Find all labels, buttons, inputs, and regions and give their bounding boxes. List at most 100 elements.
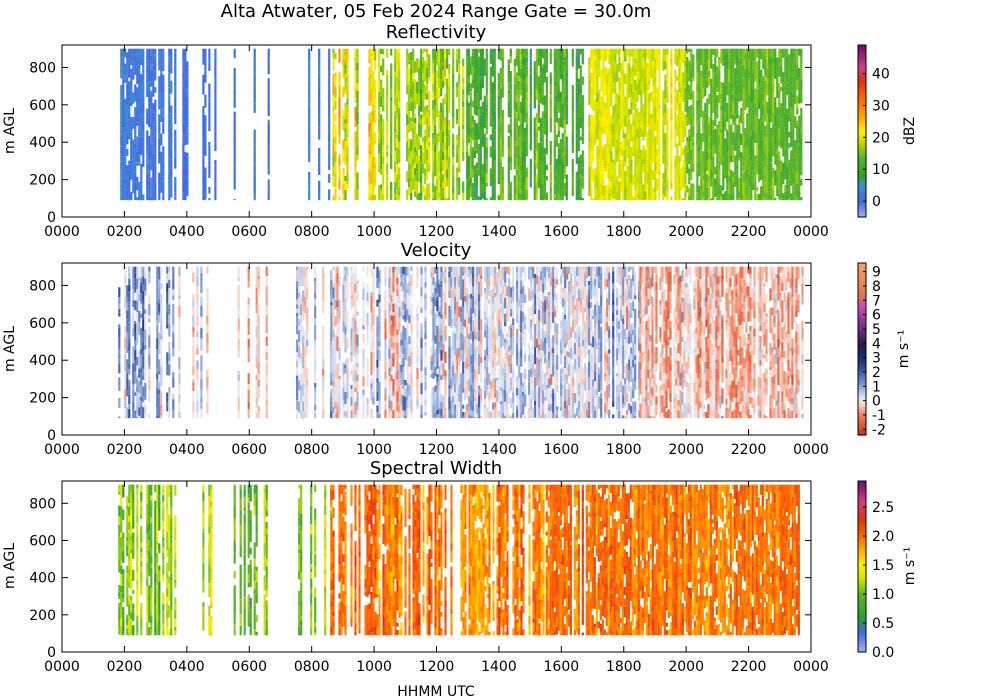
heatmap-cell [678, 67, 681, 78]
heatmap-cell [640, 113, 643, 122]
heatmap-cell [168, 266, 171, 272]
heatmap-cell [507, 182, 510, 193]
heatmap-cell [394, 197, 397, 201]
heatmap-cell [444, 155, 447, 160]
heatmap-cell [306, 317, 309, 322]
heatmap-cell [334, 388, 337, 396]
heatmap-cell [354, 189, 357, 200]
heatmap-cell [774, 48, 777, 58]
heatmap-cell [766, 198, 769, 201]
heatmap-cell [330, 362, 333, 373]
heatmap-cell [728, 132, 731, 146]
heatmap-cell [186, 131, 189, 145]
heatmap-cell [148, 318, 151, 323]
heatmap-cell [150, 63, 153, 70]
heatmap-cell [557, 59, 560, 72]
heatmap-cell [330, 305, 333, 314]
heatmap-cell [756, 171, 759, 175]
heatmap-cell [768, 121, 771, 130]
heatmap-cell [644, 153, 647, 165]
heatmap-cell [356, 392, 359, 398]
heatmap-cell [513, 156, 516, 166]
heatmap-cell [648, 125, 651, 129]
heatmap-cell [471, 66, 474, 80]
heatmap-cell [162, 48, 165, 62]
heatmap-cell [390, 96, 393, 102]
heatmap-cell [533, 76, 536, 84]
heatmap-cell [334, 189, 337, 197]
heatmap-cell [648, 48, 651, 60]
heatmap-cell [148, 315, 151, 319]
heatmap-cell [670, 182, 673, 189]
heatmap-cell [497, 135, 500, 141]
heatmap-cell [440, 52, 443, 59]
heatmap-cell [354, 317, 357, 321]
heatmap-cell [708, 149, 711, 155]
heatmap-cell [342, 302, 345, 309]
heatmap-cell [432, 161, 435, 172]
heatmap-cell [184, 121, 187, 125]
heatmap-cell [760, 163, 763, 167]
heatmap-cell [382, 48, 385, 55]
heatmap-cell [473, 89, 476, 97]
heatmap-cell [754, 155, 757, 166]
heatmap-cell [786, 75, 789, 80]
heatmap-cell [300, 304, 303, 316]
heatmap-cell [485, 147, 488, 155]
heatmap-cell [416, 145, 419, 151]
heatmap-cell [267, 179, 270, 191]
heatmap-cell [322, 368, 325, 376]
heatmap-cell [640, 70, 643, 81]
heatmap-cell [718, 57, 721, 61]
heatmap-cell [434, 185, 437, 197]
heatmap-cell [658, 175, 661, 181]
heatmap-cell [462, 129, 465, 140]
heatmap-cell [565, 174, 568, 181]
colorbar-swatch [858, 168, 866, 172]
heatmap-cell [798, 191, 801, 199]
heatmap-cell [704, 52, 707, 59]
heatmap-cell [732, 114, 735, 125]
heatmap-cell [436, 150, 439, 161]
heatmap-cell [322, 330, 325, 341]
heatmap-cell [202, 113, 205, 126]
heatmap-cell [424, 135, 427, 149]
heatmap-cell [318, 101, 321, 105]
heatmap-cell [744, 48, 747, 55]
heatmap-cell [386, 69, 389, 75]
heatmap-cell [374, 87, 377, 100]
heatmap-cell [233, 68, 236, 77]
heatmap-cell [742, 170, 745, 175]
heatmap-cell [682, 110, 685, 121]
heatmap-cell [680, 97, 683, 101]
heatmap-cell [182, 170, 185, 177]
heatmap-cell [136, 136, 139, 145]
heatmap-cell [720, 143, 723, 156]
heatmap-cell [533, 67, 536, 77]
heatmap-cell [557, 130, 560, 138]
heatmap-cell [380, 184, 383, 189]
heatmap-cell [726, 137, 729, 142]
heatmap-cell [720, 81, 723, 89]
heatmap-cell [750, 48, 753, 62]
heatmap-cell [718, 67, 721, 71]
heatmap-cell [676, 154, 679, 167]
heatmap-cell [740, 133, 743, 145]
heatmap-cell [344, 180, 347, 190]
heatmap-cell [380, 48, 383, 54]
heatmap-cell [462, 95, 465, 102]
heatmap-cell [602, 116, 605, 127]
heatmap-cell [517, 89, 520, 98]
heatmap-cell [648, 144, 651, 154]
heatmap-cell [334, 100, 337, 110]
heatmap-cell [616, 63, 619, 70]
heatmap-cell [148, 190, 151, 198]
heatmap-cell [438, 110, 441, 115]
heatmap-cell [610, 170, 613, 176]
heatmap-cell [610, 175, 613, 182]
heatmap-cell [330, 411, 333, 419]
heatmap-cell [473, 136, 476, 141]
heatmap-cell [394, 150, 397, 162]
heatmap-cell [346, 74, 349, 86]
heatmap-cell [636, 149, 639, 155]
